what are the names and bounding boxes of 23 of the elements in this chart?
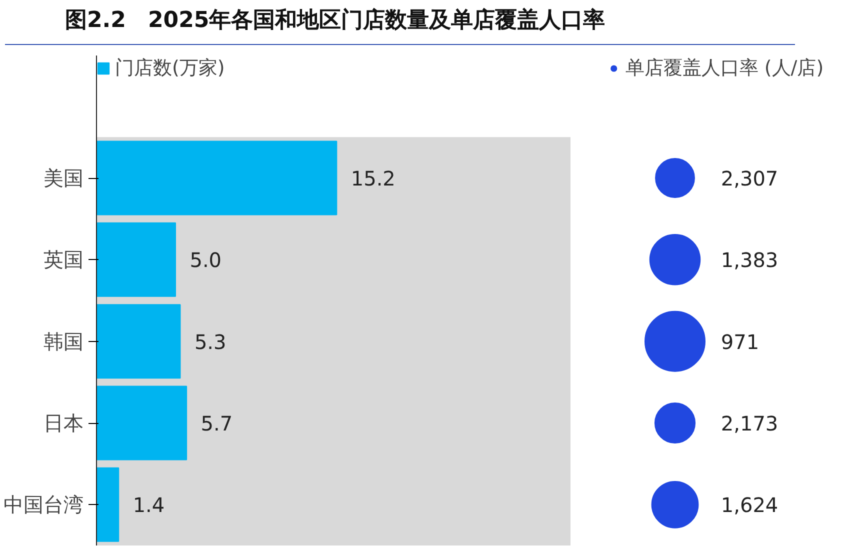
y-tick-label: 韩国 xyxy=(44,329,84,354)
y-tick-label: 日本 xyxy=(44,411,84,435)
bar xyxy=(96,222,176,297)
data-label: 15.2 xyxy=(350,166,396,190)
legend-label: 门店数(万家) xyxy=(115,56,225,81)
legend-label: 单店覆盖人口率 (人/店) xyxy=(625,56,824,81)
data-label: 1.4 xyxy=(132,493,165,518)
data-label: 971 xyxy=(720,330,760,354)
bar xyxy=(96,386,188,460)
y-tick-label: 英国 xyxy=(44,248,84,272)
data-label: 1,383 xyxy=(720,248,778,272)
bar xyxy=(96,140,338,216)
data-label: 2,307 xyxy=(720,166,778,190)
y-tick-label: 中国台湾 xyxy=(4,492,84,517)
data-label: 5.7 xyxy=(200,412,233,436)
bar xyxy=(96,304,181,379)
chart-title: 图2.2 2025年各国和地区门店数量及单店覆盖人口率 xyxy=(65,6,606,35)
data-label: 2,173 xyxy=(720,412,778,436)
data-label: 1,624 xyxy=(720,493,778,518)
bar xyxy=(96,467,120,542)
y-tick-label: 美国 xyxy=(44,166,84,190)
data-label: 5.3 xyxy=(194,330,226,354)
data-label: 5.0 xyxy=(190,248,222,272)
